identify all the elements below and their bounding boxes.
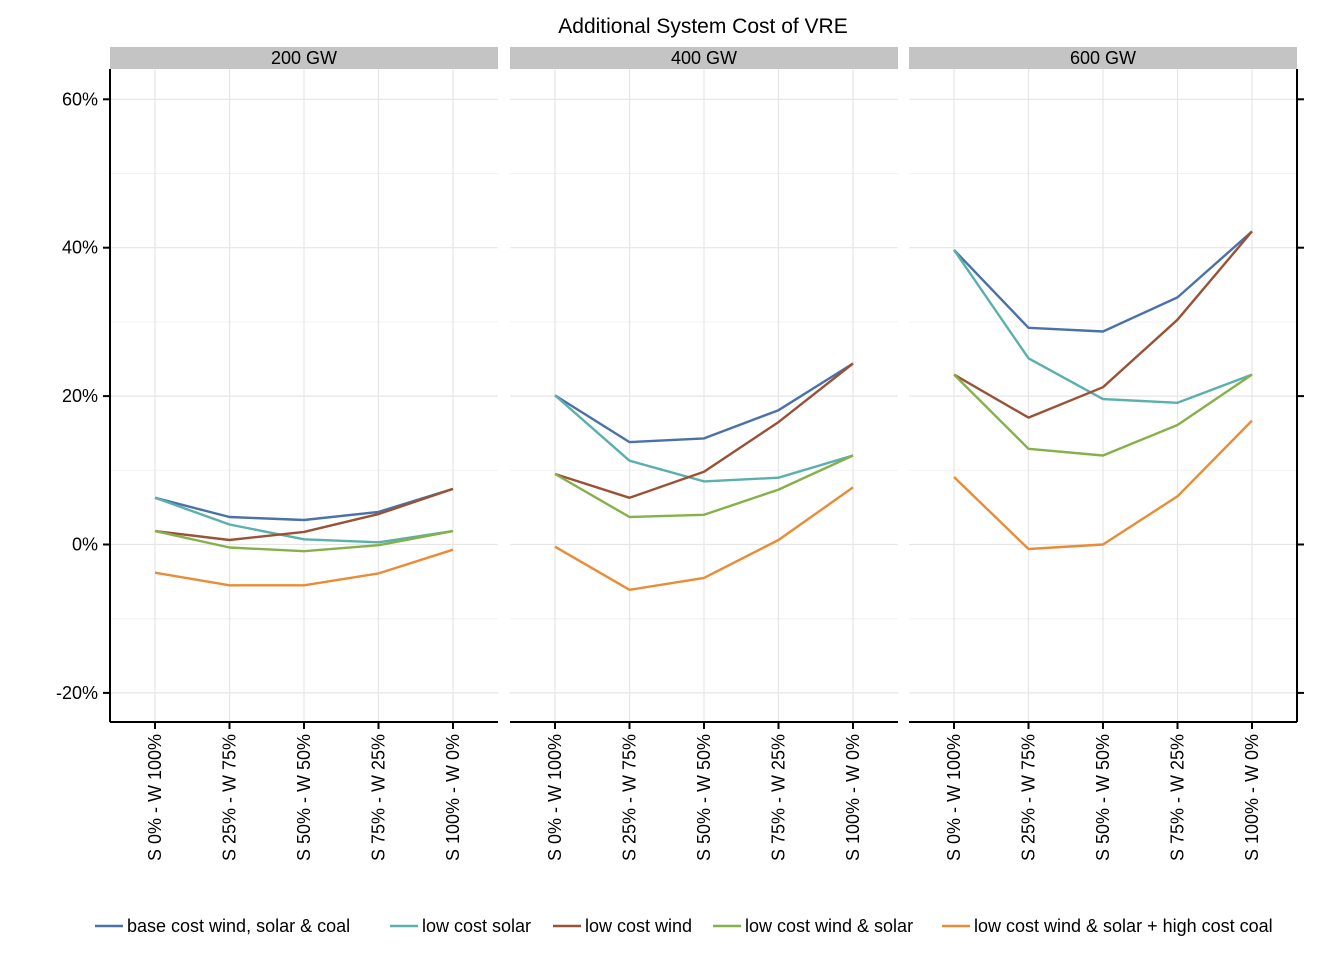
series-line xyxy=(953,419,1253,551)
series-line xyxy=(953,249,1253,404)
legend-item: low cost wind xyxy=(553,916,692,936)
x-tick-label: S 75% - W 25% xyxy=(769,734,789,861)
series-line xyxy=(953,230,1253,419)
series-line xyxy=(953,373,1253,457)
x-tick-label: S 75% - W 25% xyxy=(369,734,389,861)
legend-item: base cost wind, solar & coal xyxy=(95,916,350,936)
chart-title: Additional System Cost of VRE xyxy=(558,15,847,38)
x-tick-label: S 50% - W 50% xyxy=(694,734,714,861)
series-line xyxy=(154,496,454,544)
series-line xyxy=(154,548,454,587)
facet-strip xyxy=(110,47,498,69)
x-tick-label: S 100% - W 0% xyxy=(443,734,463,861)
y-tick-label: 0% xyxy=(72,535,98,555)
facet-label: 200 GW xyxy=(271,48,337,68)
series-line xyxy=(554,362,854,499)
y-tick-label: 60% xyxy=(62,89,98,109)
facet-panel: 600 GW S 0% - W 100% S 25% - W 75% S 50% - … xyxy=(909,47,1297,861)
x-tick-label: S 25% - W 75% xyxy=(1019,734,1039,861)
legend-label: low cost wind xyxy=(585,916,692,936)
x-tick-label: S 0% - W 100% xyxy=(545,734,565,861)
legend-label: base cost wind, solar & coal xyxy=(127,916,350,936)
legend-label: low cost solar xyxy=(422,916,531,936)
x-tick-label: S 100% - W 0% xyxy=(1242,734,1262,861)
y-tick-label: -20% xyxy=(56,683,98,703)
legend-item: low cost wind & solar + high cost coal xyxy=(942,916,1273,936)
facet-panel: 400 GW S 0% - W 100% S 25% - W 75% S 50% - … xyxy=(510,47,898,861)
facet-strip xyxy=(909,47,1297,69)
series-line xyxy=(154,487,454,542)
legend-label: low cost wind & solar xyxy=(745,916,913,936)
facet-panel: 200 GW S 0% - W 100% S 25% - W 75% S 50% - … xyxy=(110,47,498,861)
facet-panels: 200 GW S 0% - W 100% S 25% - W 75% S 50% - … xyxy=(110,47,1297,861)
series-line xyxy=(154,487,454,522)
x-tick-label: S 0% - W 100% xyxy=(944,734,964,861)
legend: base cost wind, solar & coal low cost sol… xyxy=(95,916,1273,936)
legend-item: low cost solar xyxy=(390,916,531,936)
y-tick-label: 20% xyxy=(62,386,98,406)
facet-label: 600 GW xyxy=(1070,48,1136,68)
x-tick-label: S 0% - W 100% xyxy=(145,734,165,861)
legend-item: low cost wind & solar xyxy=(713,916,913,936)
y-tick-label: 40% xyxy=(62,238,98,258)
y-axis: 60% 40% 20% 0% -20% xyxy=(56,69,1304,722)
series-line xyxy=(953,230,1253,333)
facet-label: 400 GW xyxy=(671,48,737,68)
x-tick-label: S 50% - W 50% xyxy=(1093,734,1113,861)
series-line xyxy=(154,529,454,553)
series-line xyxy=(554,362,854,444)
x-tick-label: S 75% - W 25% xyxy=(1168,734,1188,861)
x-tick-label: S 50% - W 50% xyxy=(294,734,314,861)
legend-label: low cost wind & solar + high cost coal xyxy=(974,916,1273,936)
x-tick-label: S 100% - W 0% xyxy=(843,734,863,861)
facet-strip xyxy=(510,47,898,69)
x-tick-label: S 25% - W 75% xyxy=(620,734,640,861)
series-line xyxy=(554,454,854,519)
series-line xyxy=(554,486,854,591)
x-tick-label: S 25% - W 75% xyxy=(220,734,240,861)
series-line xyxy=(554,394,854,483)
